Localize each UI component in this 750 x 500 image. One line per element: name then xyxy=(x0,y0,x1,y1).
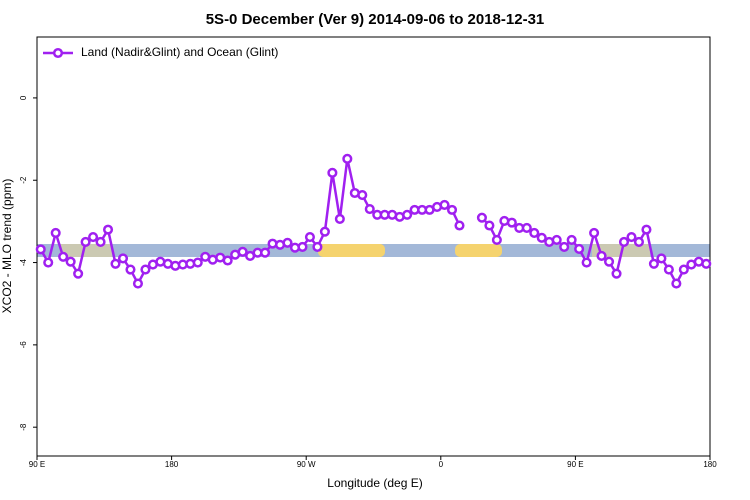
data-point xyxy=(327,167,338,178)
data-point xyxy=(282,237,293,248)
data-point xyxy=(663,264,674,275)
y-tick-label: -8 xyxy=(19,423,28,431)
chart-title: 5S-0 December (Ver 9) 2014-09-06 to 2018… xyxy=(206,11,545,28)
data-point xyxy=(559,241,570,252)
data-point xyxy=(43,257,54,268)
data-point xyxy=(140,264,151,275)
data-point xyxy=(633,236,645,248)
data-point xyxy=(566,234,577,245)
data-point xyxy=(304,231,315,243)
x-tick-label: 90 E xyxy=(29,460,45,469)
data-point xyxy=(446,204,458,215)
data-point xyxy=(521,222,532,234)
data-point xyxy=(73,268,84,279)
data-point xyxy=(641,224,652,235)
data-point xyxy=(596,250,607,262)
x-tick-label: 90 W xyxy=(297,460,316,469)
data-point xyxy=(35,244,46,255)
data-point xyxy=(319,226,330,237)
y-tick-label: -4 xyxy=(19,258,28,266)
data-point xyxy=(50,227,61,238)
data-point xyxy=(260,247,271,258)
data-point xyxy=(334,213,345,224)
land-ocean-strip xyxy=(37,244,710,257)
data-point xyxy=(491,234,502,245)
data-point xyxy=(192,257,203,268)
data-point xyxy=(342,153,353,164)
data-point xyxy=(132,278,143,289)
y-tick-label: -2 xyxy=(19,176,28,184)
y-tick-label: 0 xyxy=(19,95,28,100)
data-point xyxy=(357,190,368,201)
data-point xyxy=(125,264,136,275)
data-point xyxy=(656,253,667,264)
data-point xyxy=(312,241,323,252)
data-point xyxy=(95,236,106,248)
data-point xyxy=(701,258,712,269)
data-point xyxy=(80,236,91,248)
data-point xyxy=(626,231,637,243)
data-point xyxy=(364,203,375,215)
data-point xyxy=(574,243,585,255)
data-point xyxy=(671,278,682,289)
data-point xyxy=(222,255,233,266)
data-point xyxy=(402,209,413,220)
data-point xyxy=(237,246,248,257)
x-axis-label: Longitude (deg E) xyxy=(327,476,422,490)
x-tick-label: 180 xyxy=(703,460,717,469)
data-point xyxy=(589,227,600,238)
x-tick-label: 0 xyxy=(439,460,444,469)
data-point xyxy=(529,227,540,238)
data-point xyxy=(476,212,487,223)
data-point xyxy=(88,231,99,243)
land-patch xyxy=(318,244,385,257)
data-point xyxy=(117,253,129,264)
data-point xyxy=(110,258,121,269)
data-point xyxy=(65,256,76,267)
data-point xyxy=(618,236,630,248)
legend-label: Land (Nadir&Glint) and Ocean (Glint) xyxy=(81,45,278,59)
data-point xyxy=(102,224,114,235)
data-point xyxy=(678,264,689,275)
x-tick-label: 90 E xyxy=(567,460,583,469)
data-point xyxy=(551,234,562,245)
data-point xyxy=(581,257,592,268)
data-point xyxy=(58,251,69,262)
data-point xyxy=(484,220,495,231)
y-axis-label: XCO2 - MLO trend (ppm) xyxy=(0,179,14,314)
data-point xyxy=(604,256,615,267)
land-patch xyxy=(60,244,112,257)
data-point xyxy=(297,241,308,252)
data-point xyxy=(611,268,622,279)
data-point xyxy=(439,199,450,210)
land-patch xyxy=(455,244,502,257)
legend-marker xyxy=(52,47,64,59)
x-tick-label: 180 xyxy=(165,460,179,469)
y-tick-label: -6 xyxy=(19,341,28,349)
data-point xyxy=(648,258,659,269)
data-point xyxy=(536,232,547,243)
data-point xyxy=(506,217,517,228)
data-point xyxy=(454,220,465,231)
